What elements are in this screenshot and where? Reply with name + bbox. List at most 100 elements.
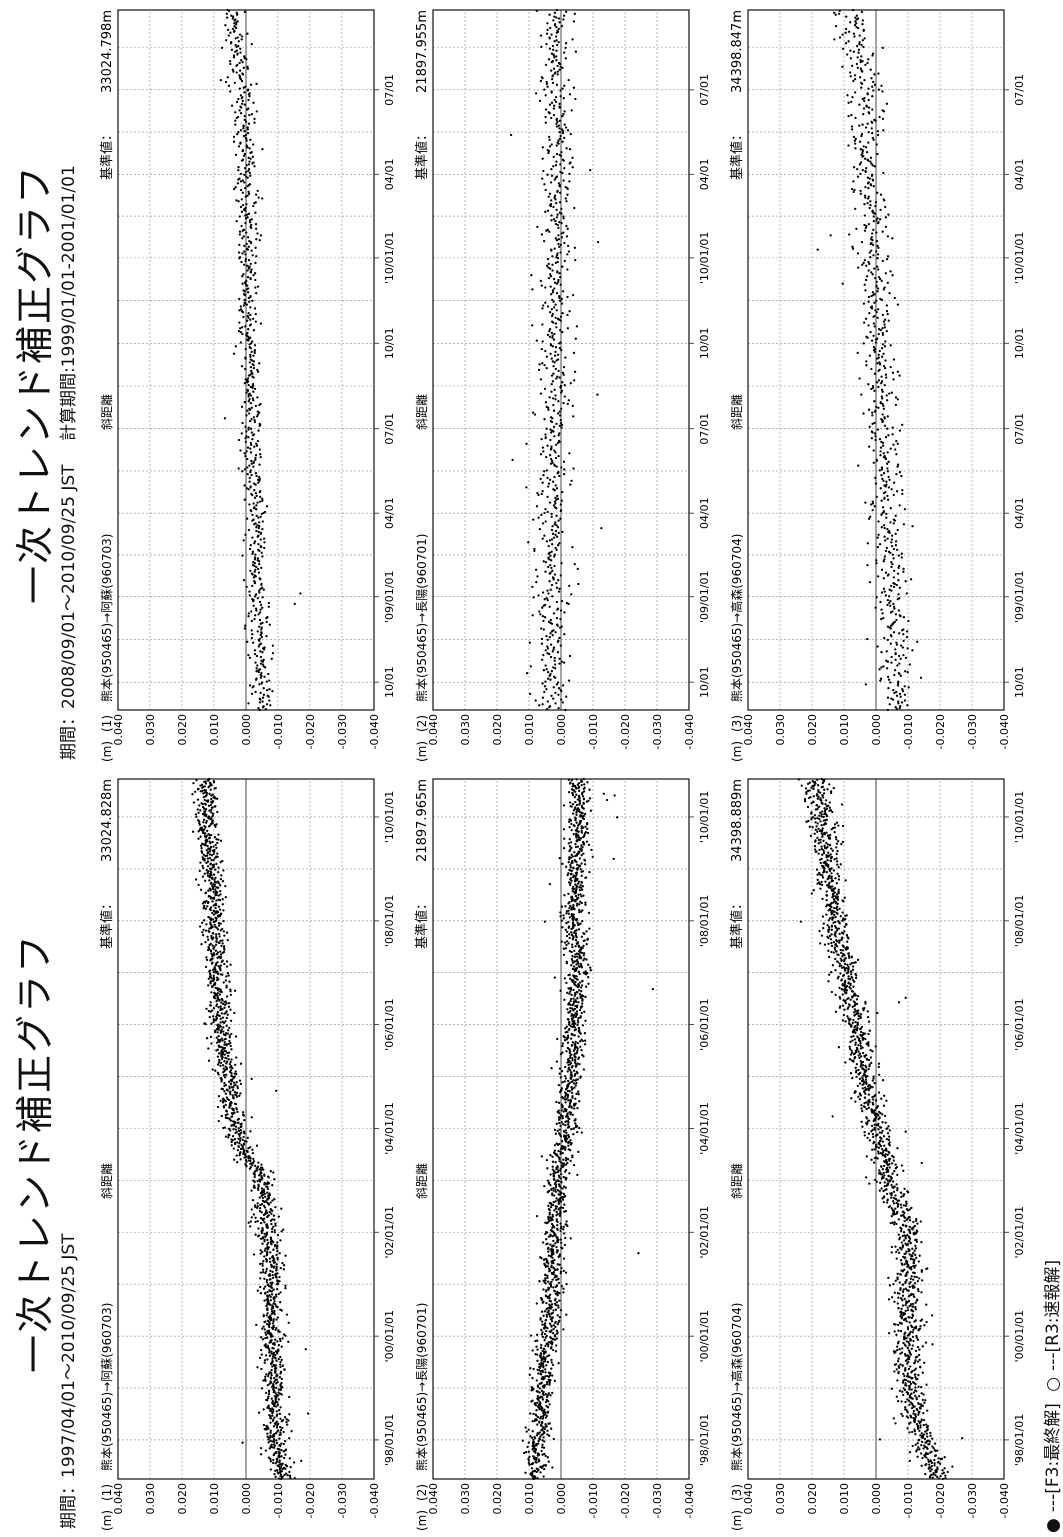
data-point <box>247 1147 250 1150</box>
data-point <box>545 1398 548 1402</box>
data-point <box>873 1109 876 1112</box>
data-point <box>904 1309 907 1313</box>
data-point <box>571 921 575 924</box>
data-point <box>549 1216 552 1219</box>
data-point <box>540 1389 544 1392</box>
data-point <box>572 885 575 889</box>
data-point <box>572 905 575 909</box>
data-point <box>580 854 583 857</box>
data-point <box>574 1122 577 1125</box>
data-point <box>211 900 214 903</box>
data-point <box>204 809 207 813</box>
data-point <box>580 935 584 938</box>
data-point <box>566 1096 569 1099</box>
data-point <box>907 1360 910 1364</box>
data-point <box>575 1010 579 1013</box>
data-point <box>219 1061 223 1065</box>
data-point <box>568 936 571 940</box>
data-point <box>909 1401 912 1404</box>
y-tick-label: 0.030 <box>774 1483 787 1515</box>
data-point <box>579 893 582 896</box>
data-point <box>216 1071 220 1074</box>
data-point <box>225 1088 229 1091</box>
data-point <box>205 813 208 816</box>
data-point <box>566 1018 570 1021</box>
data-point <box>279 1370 283 1374</box>
data-point <box>211 1068 214 1071</box>
data-point <box>830 933 833 936</box>
data-point <box>915 1334 918 1338</box>
data-point <box>913 1428 916 1431</box>
data-point <box>232 1128 235 1131</box>
data-point <box>831 1115 834 1118</box>
data-point <box>271 1360 274 1363</box>
data-point <box>572 913 575 916</box>
data-point <box>208 972 212 975</box>
data-point <box>901 1244 905 1247</box>
data-point <box>222 930 225 933</box>
data-point <box>272 1437 276 1441</box>
data-point <box>199 844 203 847</box>
data-point <box>554 1188 557 1191</box>
data-point <box>883 1144 886 1147</box>
data-point <box>865 1176 868 1179</box>
data-point <box>572 1022 576 1025</box>
data-point <box>549 1233 552 1236</box>
data-point <box>282 1228 285 1231</box>
data-point <box>209 870 213 873</box>
data-point <box>273 1231 276 1234</box>
data-point <box>576 863 579 866</box>
left-panel: 一次トレンド補正グラフ 期間：1997/04/01～2010/09/25 JST… <box>0 769 1063 1537</box>
data-point <box>932 1472 935 1475</box>
data-point <box>574 1102 577 1105</box>
data-point <box>221 1020 224 1023</box>
data-point <box>910 1347 913 1350</box>
data-point <box>861 1087 864 1090</box>
data-point <box>582 797 586 800</box>
data-point <box>560 1285 563 1288</box>
data-point <box>255 1167 258 1170</box>
data-point <box>216 1023 220 1026</box>
data-point <box>558 1299 561 1302</box>
data-point <box>279 1339 282 1343</box>
x-tick-label: '98/01/01 <box>1013 1414 1026 1466</box>
data-point <box>557 1362 560 1365</box>
data-point <box>222 945 226 948</box>
data-point <box>883 1181 886 1184</box>
data-point <box>905 1202 908 1205</box>
data-point <box>567 778 570 781</box>
data-point <box>922 1393 925 1396</box>
data-point <box>575 978 578 981</box>
data-point <box>562 947 566 950</box>
data-point <box>201 842 204 845</box>
data-point <box>890 1184 893 1187</box>
data-point <box>541 1331 544 1334</box>
data-point <box>936 1449 939 1452</box>
data-point <box>205 956 208 959</box>
data-point <box>213 795 216 798</box>
data-point <box>209 862 212 865</box>
data-point <box>209 917 213 920</box>
data-point <box>227 1051 231 1054</box>
data-point <box>578 1031 581 1034</box>
data-point <box>846 936 849 939</box>
data-point <box>544 1392 547 1396</box>
data-point <box>276 1241 279 1244</box>
data-point <box>573 795 577 799</box>
data-point <box>216 1105 220 1109</box>
data-point <box>259 1453 263 1456</box>
data-point <box>231 1067 234 1070</box>
period-label: 期間： <box>59 1478 79 1529</box>
data-point <box>212 1018 215 1021</box>
data-point <box>202 866 205 870</box>
data-point <box>556 1263 559 1266</box>
data-point <box>825 913 828 916</box>
data-point <box>564 905 567 908</box>
data-point <box>873 1126 876 1130</box>
data-point <box>215 976 219 979</box>
data-point <box>563 998 566 1001</box>
data-point <box>899 1288 902 1292</box>
data-point <box>579 900 582 903</box>
data-point <box>546 1280 550 1283</box>
data-point <box>537 1442 540 1445</box>
